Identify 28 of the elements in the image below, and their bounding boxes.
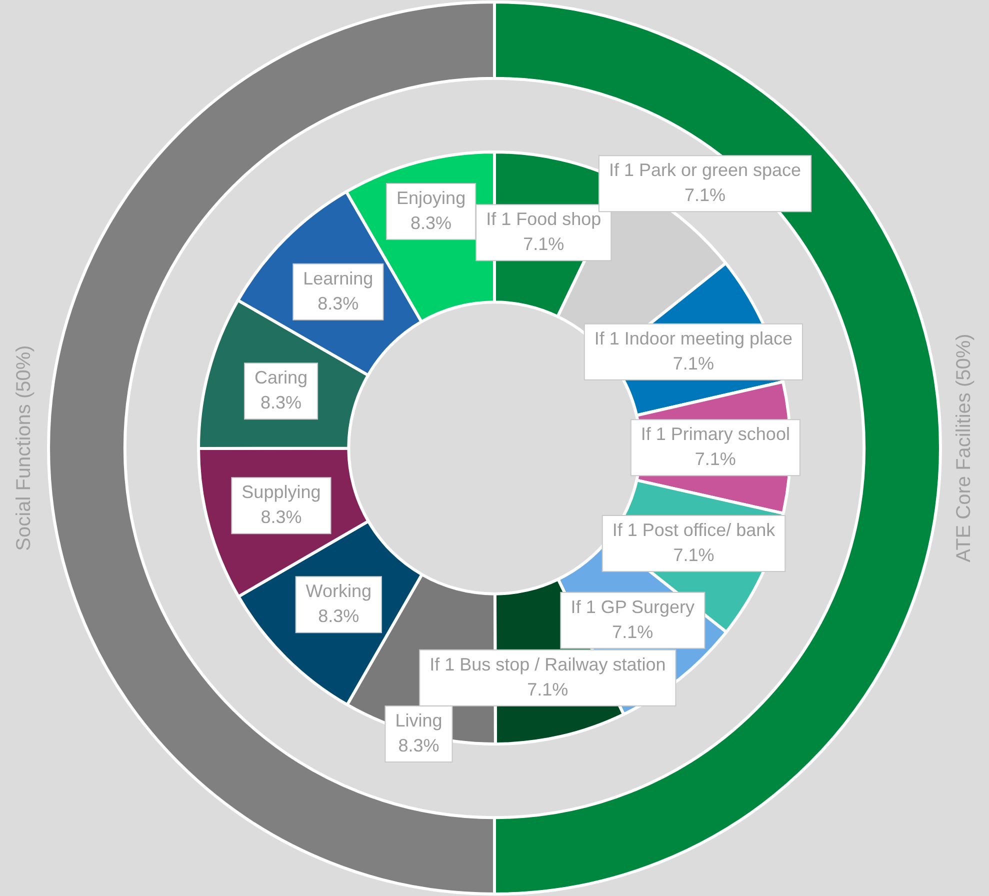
data-label: 8.3% bbox=[318, 606, 360, 626]
data-label: 7.1% bbox=[527, 679, 568, 700]
slice-label: Caring bbox=[254, 368, 308, 388]
slice-label: If 1 Post office/ bank bbox=[612, 520, 776, 540]
data-label: 7.1% bbox=[523, 234, 564, 254]
slice-label: If 1 Food shop bbox=[486, 209, 602, 230]
data-label: 8.3% bbox=[260, 392, 302, 413]
slice-label: If 1 Park or green space bbox=[608, 160, 802, 180]
slice-label: If 1 Primary school bbox=[640, 424, 790, 444]
slice-label: Living bbox=[395, 710, 442, 731]
slice-label: Social Functions (50%) bbox=[13, 345, 36, 551]
data-label: 8.3% bbox=[410, 212, 452, 233]
data-label: 7.1% bbox=[612, 622, 654, 642]
slice-label: If 1 Bus stop / Railway station bbox=[430, 654, 666, 674]
data-label: 7.1% bbox=[672, 353, 714, 374]
slice-label: If 1 GP Surgery bbox=[570, 596, 695, 617]
slice-label: If 1 Indoor meeting place bbox=[594, 328, 792, 348]
data-label: 8.3% bbox=[318, 293, 359, 314]
data-label: 7.1% bbox=[694, 449, 736, 470]
data-label: 8.3% bbox=[398, 736, 440, 756]
slice-label: ATE Core Facilities (50%) bbox=[953, 334, 976, 562]
slice-label: Learning bbox=[303, 268, 374, 288]
data-label: 8.3% bbox=[260, 507, 302, 528]
slice-label: Working bbox=[306, 581, 372, 602]
data-label: 7.1% bbox=[673, 544, 714, 565]
slice-label: Supplying bbox=[242, 482, 321, 502]
slice-label: Enjoying bbox=[396, 188, 466, 208]
data-label: 7.1% bbox=[684, 185, 726, 206]
